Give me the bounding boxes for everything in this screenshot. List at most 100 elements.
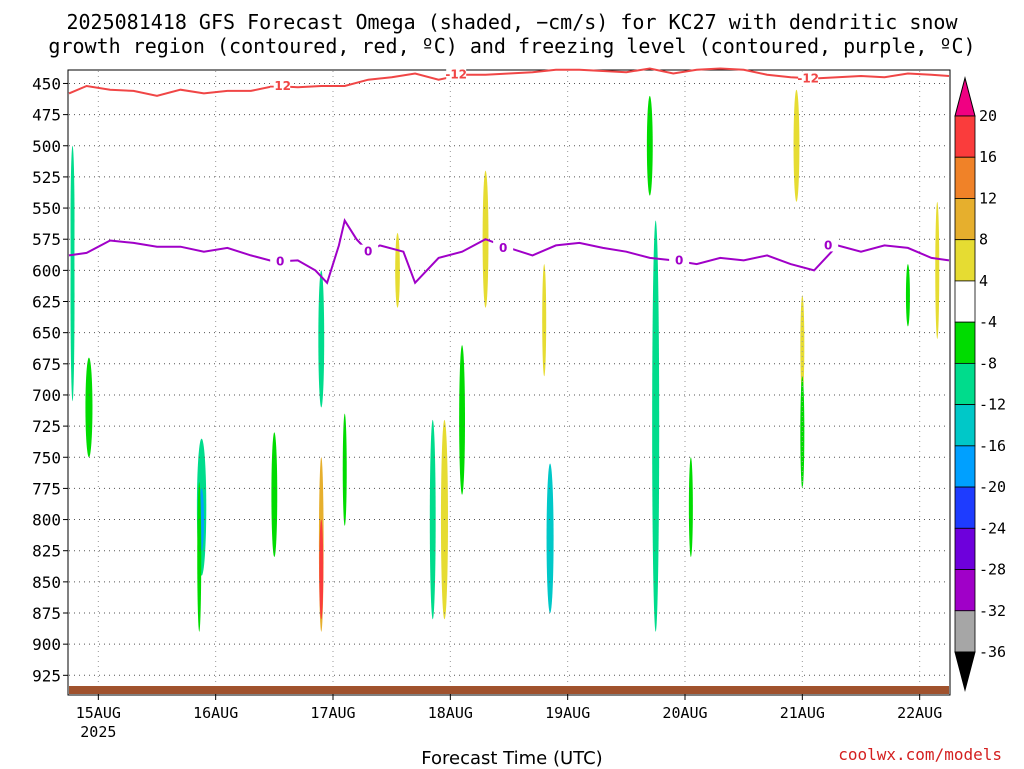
omega-cell [793, 89, 800, 202]
terrain-strip [69, 686, 949, 694]
y-tick-label: 500 [32, 137, 61, 156]
x-year-label: 2025 [80, 723, 116, 741]
colorbar-label: -8 [979, 354, 997, 372]
x-tick-label: 19AUG [545, 704, 590, 722]
contour-label-bg [493, 240, 514, 254]
y-tick-label: 850 [32, 573, 61, 592]
x-tick-label: 22AUG [897, 704, 942, 722]
y-tick-label: 675 [32, 355, 61, 374]
colorbar-box [954, 239, 976, 282]
contour-label: 0 [499, 241, 507, 255]
y-tick-label: 550 [32, 199, 61, 218]
contour-label-bg [358, 244, 379, 258]
contour-label-bg [270, 254, 291, 268]
omega-cell [652, 220, 660, 632]
colorbar-label: 4 [979, 272, 988, 290]
y-tick-label: 875 [32, 604, 61, 623]
contours: -12 -12 -12 0 0 0 0 0 [68, 67, 950, 285]
contour-line [68, 217, 950, 285]
contour-label: 0 [364, 245, 372, 259]
omega-cell [905, 264, 910, 327]
contour-label-bg [446, 67, 467, 81]
colorbar-box [954, 445, 976, 488]
x-tick-label: 21AUG [780, 704, 825, 722]
x-axis-label: Forecast Time (UTC) [421, 748, 603, 769]
y-tick-label: 900 [32, 635, 61, 654]
grid [69, 71, 949, 694]
y-tick-label: 750 [32, 448, 61, 467]
omega-cells [70, 89, 940, 632]
omega-cell [70, 145, 75, 296]
omega-cell [395, 232, 400, 308]
contour-label: 0 [675, 253, 683, 267]
omega-cell [271, 432, 278, 557]
omega-cell [318, 270, 325, 408]
y-tick-label: 800 [32, 511, 61, 530]
colorbar-box [954, 198, 976, 241]
colorbar-label: -32 [979, 602, 1006, 620]
colorbar: -36 -32 -28 -24 -20 -16 -12 -8 -4 4 8 12 16 20 [954, 76, 1006, 692]
contour-label-bg [669, 253, 690, 267]
colorbar-bottom-arrow [954, 651, 976, 692]
contour-label: -12 [797, 71, 819, 85]
omega-cell [800, 295, 805, 395]
colorbar-label: -16 [979, 437, 1006, 455]
colorbar-label: -4 [979, 313, 997, 331]
omega-cell [800, 376, 805, 489]
colorbar-label: 16 [979, 148, 997, 166]
y-tick-label: 825 [32, 542, 61, 561]
omega-cell [459, 345, 466, 495]
contour-label: 0 [276, 255, 284, 269]
chart-subtitle: growth region (contoured, red, ºC) and f… [48, 34, 976, 58]
colorbar-label: -36 [979, 643, 1006, 661]
omega-cell [688, 457, 693, 557]
colorbar-top-arrow [954, 76, 976, 117]
colorbar-label: -28 [979, 561, 1006, 579]
y-axis: 450 475 500 525 550 575 600 625 650 675 700 725 750 7… [32, 74, 68, 685]
y-tick-label: 600 [32, 261, 61, 280]
x-tick-label: 20AUG [662, 704, 707, 722]
y-tick-label: 650 [32, 324, 61, 343]
colorbar-box [954, 527, 976, 570]
colorbar-box [954, 362, 976, 406]
y-tick-label: 925 [32, 666, 61, 685]
x-tick-label: 15AUG [76, 704, 121, 722]
colorbar-box [954, 321, 976, 364]
colorbar-label: 20 [979, 107, 997, 125]
contour-label: -12 [269, 79, 291, 93]
omega-cell [197, 482, 202, 632]
omega-cell [85, 357, 93, 458]
contour-label: -12 [445, 68, 467, 82]
x-tick-label: 18AUG [428, 704, 473, 722]
omega-cell [542, 264, 547, 377]
colorbar-box [954, 569, 976, 612]
omega-cell [429, 419, 436, 620]
credit-link[interactable]: coolwx.com/models [838, 745, 1002, 764]
colorbar-box [954, 280, 976, 323]
colorbar-box [954, 115, 976, 158]
omega-cell [546, 463, 554, 614]
colorbar-box [954, 486, 976, 529]
omega-cell [319, 519, 324, 620]
y-tick-label: 575 [32, 230, 61, 249]
y-tick-label: 525 [32, 168, 61, 187]
colorbar-label: -24 [979, 519, 1006, 537]
y-tick-label: 725 [32, 417, 61, 436]
contour-label-bg [270, 78, 291, 92]
omega-cell [935, 201, 940, 339]
y-tick-label: 700 [32, 386, 61, 405]
colorbar-box [954, 156, 976, 199]
colorbar-box [954, 610, 976, 653]
chart-title: 2025081418 GFS Forecast Omega (shaded, −… [66, 10, 958, 34]
colorbar-label: -20 [979, 478, 1006, 496]
colorbar-label: -12 [979, 396, 1006, 414]
contour-label: 0 [824, 238, 832, 252]
x-axis: 15AUG 16AUG 17AUG 18AUG 19AUG 20AUG 21AUG 22AUG… [76, 694, 942, 741]
x-tick-label: 16AUG [193, 704, 238, 722]
omega-cell [342, 413, 347, 526]
x-tick-label: 17AUG [310, 704, 355, 722]
colorbar-label: 8 [979, 231, 988, 249]
y-tick-label: 475 [32, 106, 61, 125]
